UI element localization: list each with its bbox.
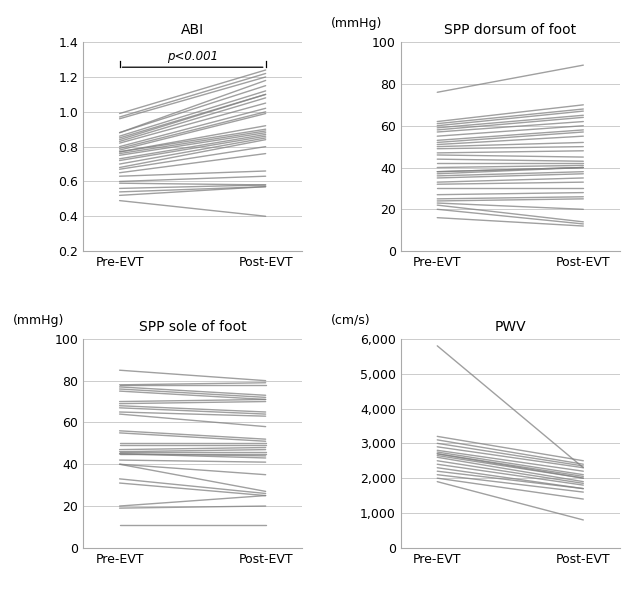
- Text: (cm/s): (cm/s): [330, 314, 370, 327]
- Title: SPP dorsum of foot: SPP dorsum of foot: [444, 23, 576, 37]
- Title: ABI: ABI: [181, 23, 204, 37]
- Text: p<0.001: p<0.001: [167, 50, 218, 63]
- Text: (mmHg): (mmHg): [330, 17, 382, 30]
- Title: PWV: PWV: [495, 320, 526, 334]
- Title: SPP sole of foot: SPP sole of foot: [139, 320, 247, 334]
- Text: (mmHg): (mmHg): [13, 314, 65, 327]
